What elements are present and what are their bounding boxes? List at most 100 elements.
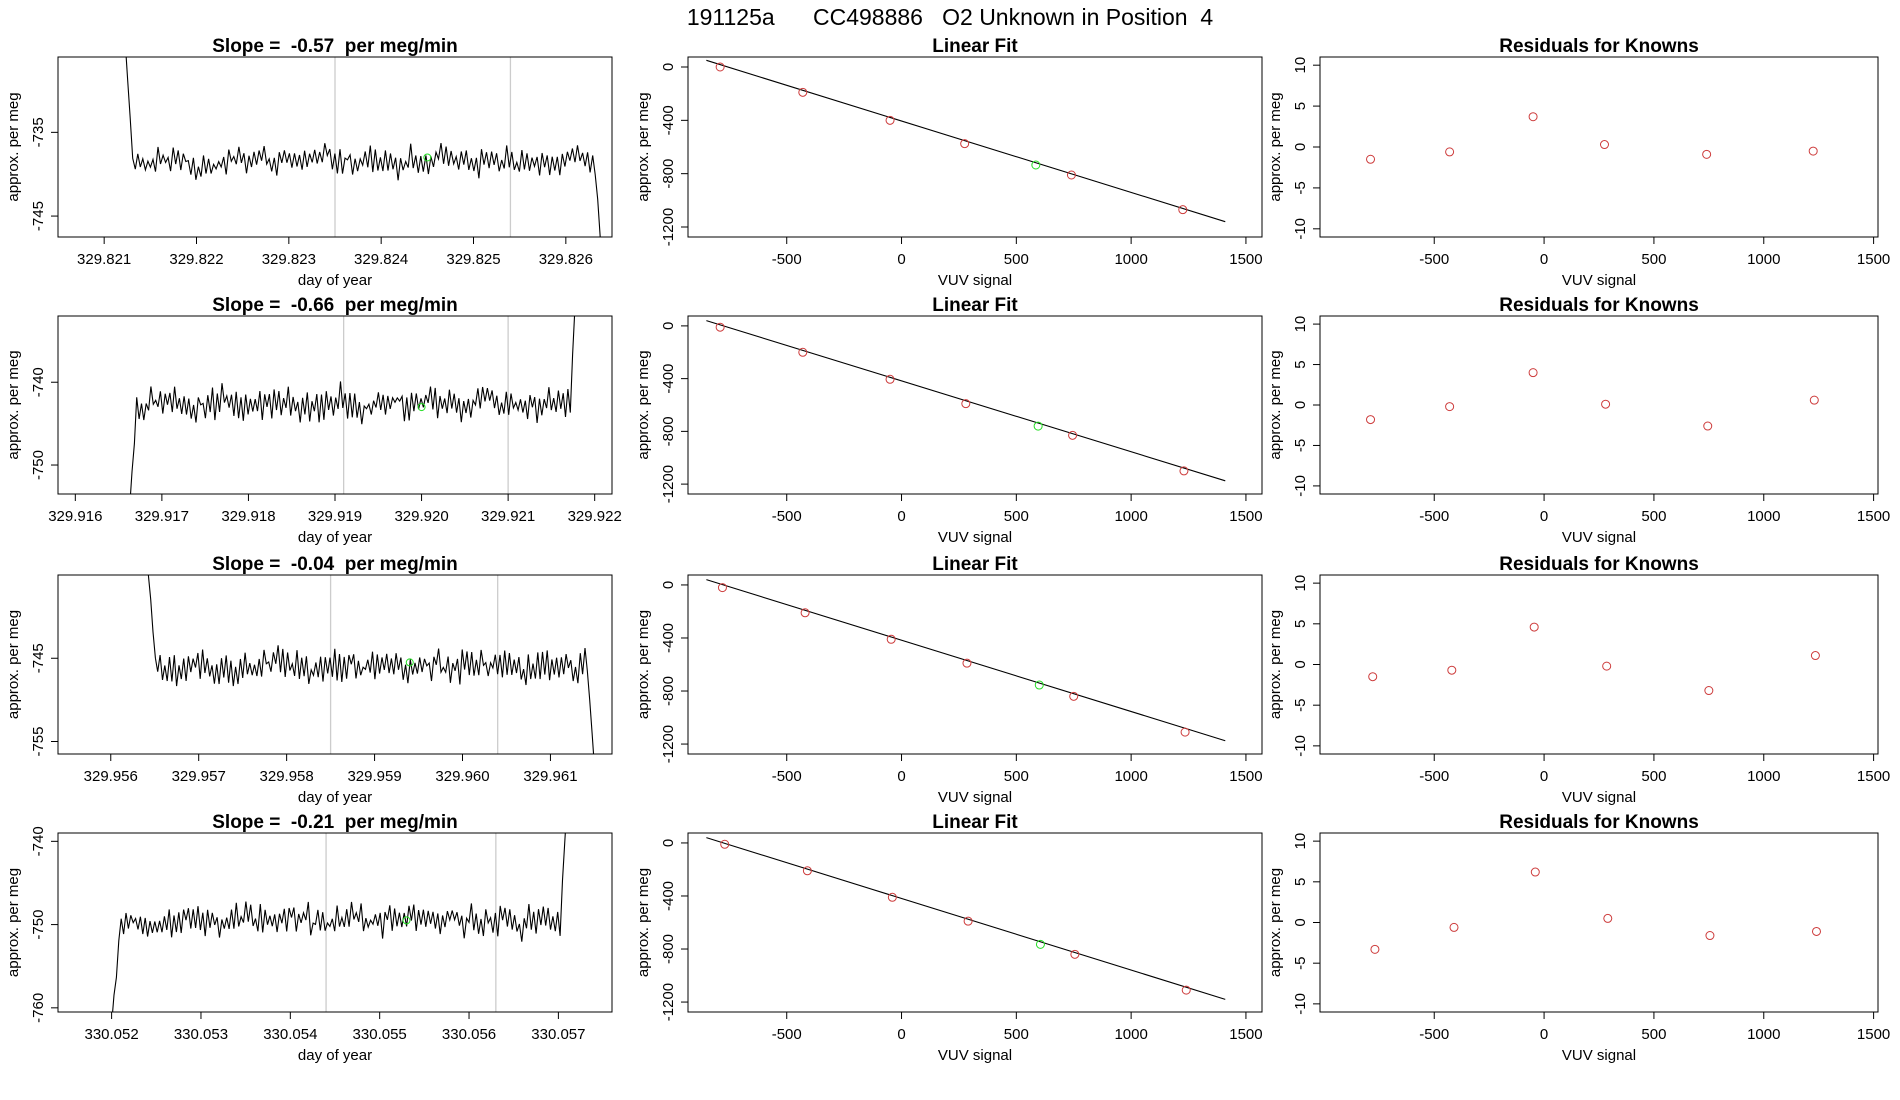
unknown-point	[1034, 680, 1044, 690]
y-tick-label: 0	[660, 63, 677, 71]
unknown-point	[423, 153, 432, 162]
x-tick-label: -500	[1419, 251, 1449, 268]
x-tick-label: 1000	[1747, 508, 1780, 525]
known-point	[1178, 205, 1188, 215]
known-point	[1445, 147, 1455, 157]
y-axis-label: approx. per meg	[1267, 350, 1284, 459]
x-tick-label: 329.918	[221, 508, 275, 525]
unknown-point	[405, 658, 414, 667]
x-tick-label: -500	[772, 508, 802, 525]
y-axis-label: approx. per meg	[5, 610, 22, 719]
x-tick-label: 500	[1641, 1026, 1666, 1043]
y-axis-label: approx. per meg	[1267, 610, 1284, 719]
known-point	[887, 892, 897, 902]
panel-title: Residuals for Knowns	[1499, 295, 1699, 316]
y-tick-label: -735	[30, 117, 47, 147]
known-point	[1368, 672, 1378, 682]
plot-area	[1366, 112, 1818, 164]
x-tick-label: 329.823	[262, 251, 316, 268]
x-axis-label: VUV signal	[1562, 789, 1636, 806]
known-point	[800, 608, 810, 618]
fit-line	[706, 579, 1226, 742]
x-axis-label: day of year	[298, 529, 372, 546]
time-series-panel-2: Slope = -0.66 per meg/min 329.916 329.917 3…	[5, 295, 622, 546]
known-point	[1528, 112, 1538, 122]
panel-title: Linear Fit	[932, 554, 1018, 575]
known-point	[798, 347, 808, 357]
known-point	[885, 115, 895, 125]
y-tick-label: -400	[660, 364, 677, 394]
x-tick-label: 330.052	[84, 1026, 138, 1043]
x-tick-label: 329.957	[172, 768, 226, 785]
x-tick-label: -500	[772, 251, 802, 268]
fit-line	[706, 59, 1226, 223]
plot-area	[1368, 622, 1820, 696]
x-tick-label: 500	[1641, 508, 1666, 525]
y-axis-label: approx. per meg	[1267, 92, 1284, 201]
x-tick-label: 329.922	[568, 508, 622, 525]
known-point	[1366, 154, 1376, 164]
plot-frame	[57, 56, 613, 238]
x-axis-label: VUV signal	[938, 529, 1012, 546]
panel-title: Linear Fit	[932, 812, 1018, 833]
panel-title: Residuals for Knowns	[1499, 812, 1699, 833]
plot-area	[147, 575, 595, 754]
unknown-point	[402, 916, 411, 925]
unknown-point	[1035, 939, 1045, 949]
y-tick-label: -400	[660, 623, 677, 653]
x-tick-label: 330.053	[174, 1026, 228, 1043]
x-tick-label: 329.961	[523, 768, 577, 785]
residuals-panel-2: Residuals for Knowns -500 0 500 1000 1500 -10 -…	[1267, 295, 1890, 546]
x-tick-label: 1500	[1857, 1026, 1890, 1043]
known-point	[1445, 402, 1455, 412]
x-axis-label: VUV signal	[938, 789, 1012, 806]
x-axis-label: VUV signal	[938, 272, 1012, 289]
known-point	[961, 399, 971, 409]
x-tick-label: 330.057	[531, 1026, 585, 1043]
y-tick-label: 5	[1292, 620, 1309, 628]
known-point	[1602, 661, 1612, 671]
y-tick-label: -800	[660, 934, 677, 964]
y-tick-label: -400	[660, 881, 677, 911]
known-point	[960, 139, 970, 149]
known-point	[1529, 622, 1539, 632]
y-tick-label: -1200	[660, 465, 677, 503]
y-tick-label: 5	[1292, 360, 1309, 368]
y-tick-label: -1200	[660, 983, 677, 1021]
panel-title: Slope = -0.57 per meg/min	[212, 36, 458, 57]
x-tick-label: 329.824	[354, 251, 408, 268]
y-tick-label: -800	[660, 159, 677, 189]
y-tick-label: -10	[1292, 993, 1309, 1015]
unknown-point	[417, 403, 426, 412]
known-point	[1366, 415, 1376, 425]
x-tick-label: 329.821	[77, 251, 131, 268]
time-series-panel-1: Slope = -0.57 per meg/min 329.821 329.822 3…	[5, 36, 613, 289]
residuals-panel-4: Residuals for Knowns -500 0 500 1000 1500 -10 -…	[1267, 812, 1890, 1064]
y-axis-label: approx. per meg	[635, 868, 652, 977]
known-point	[1447, 665, 1457, 675]
known-point	[1703, 421, 1713, 431]
plot-frame	[1319, 574, 1879, 755]
y-tick-label: -5	[1292, 439, 1309, 452]
x-axis-label: day of year	[298, 1047, 372, 1064]
time-series-panel-4: Slope = -0.21 per meg/min 330.052 330.053 3…	[5, 812, 613, 1064]
known-point	[798, 87, 808, 97]
x-axis-label: VUV signal	[1562, 1047, 1636, 1064]
y-tick-label: -745	[30, 201, 47, 231]
known-point	[720, 839, 730, 849]
x-axis-label: VUV signal	[938, 1047, 1012, 1064]
x-tick-label: 1000	[1114, 251, 1147, 268]
y-axis-label: approx. per meg	[5, 350, 22, 459]
y-axis-label: approx. per meg	[5, 868, 22, 977]
y-tick-label: 10	[1292, 57, 1309, 74]
known-point	[1808, 146, 1818, 156]
y-tick-label: 0	[660, 839, 677, 847]
page-title: 191125a CC498886 O2 Unknown in Position …	[687, 4, 1214, 30]
known-point	[962, 658, 972, 668]
x-tick-label: 329.822	[169, 251, 223, 268]
known-point	[1599, 140, 1609, 150]
x-axis-label: VUV signal	[1562, 529, 1636, 546]
y-tick-label: 0	[1292, 401, 1309, 409]
residuals-panel-1: Residuals for Knowns -500 0 500 1000 1500 -10 -…	[1267, 36, 1890, 289]
known-point	[1070, 949, 1080, 959]
